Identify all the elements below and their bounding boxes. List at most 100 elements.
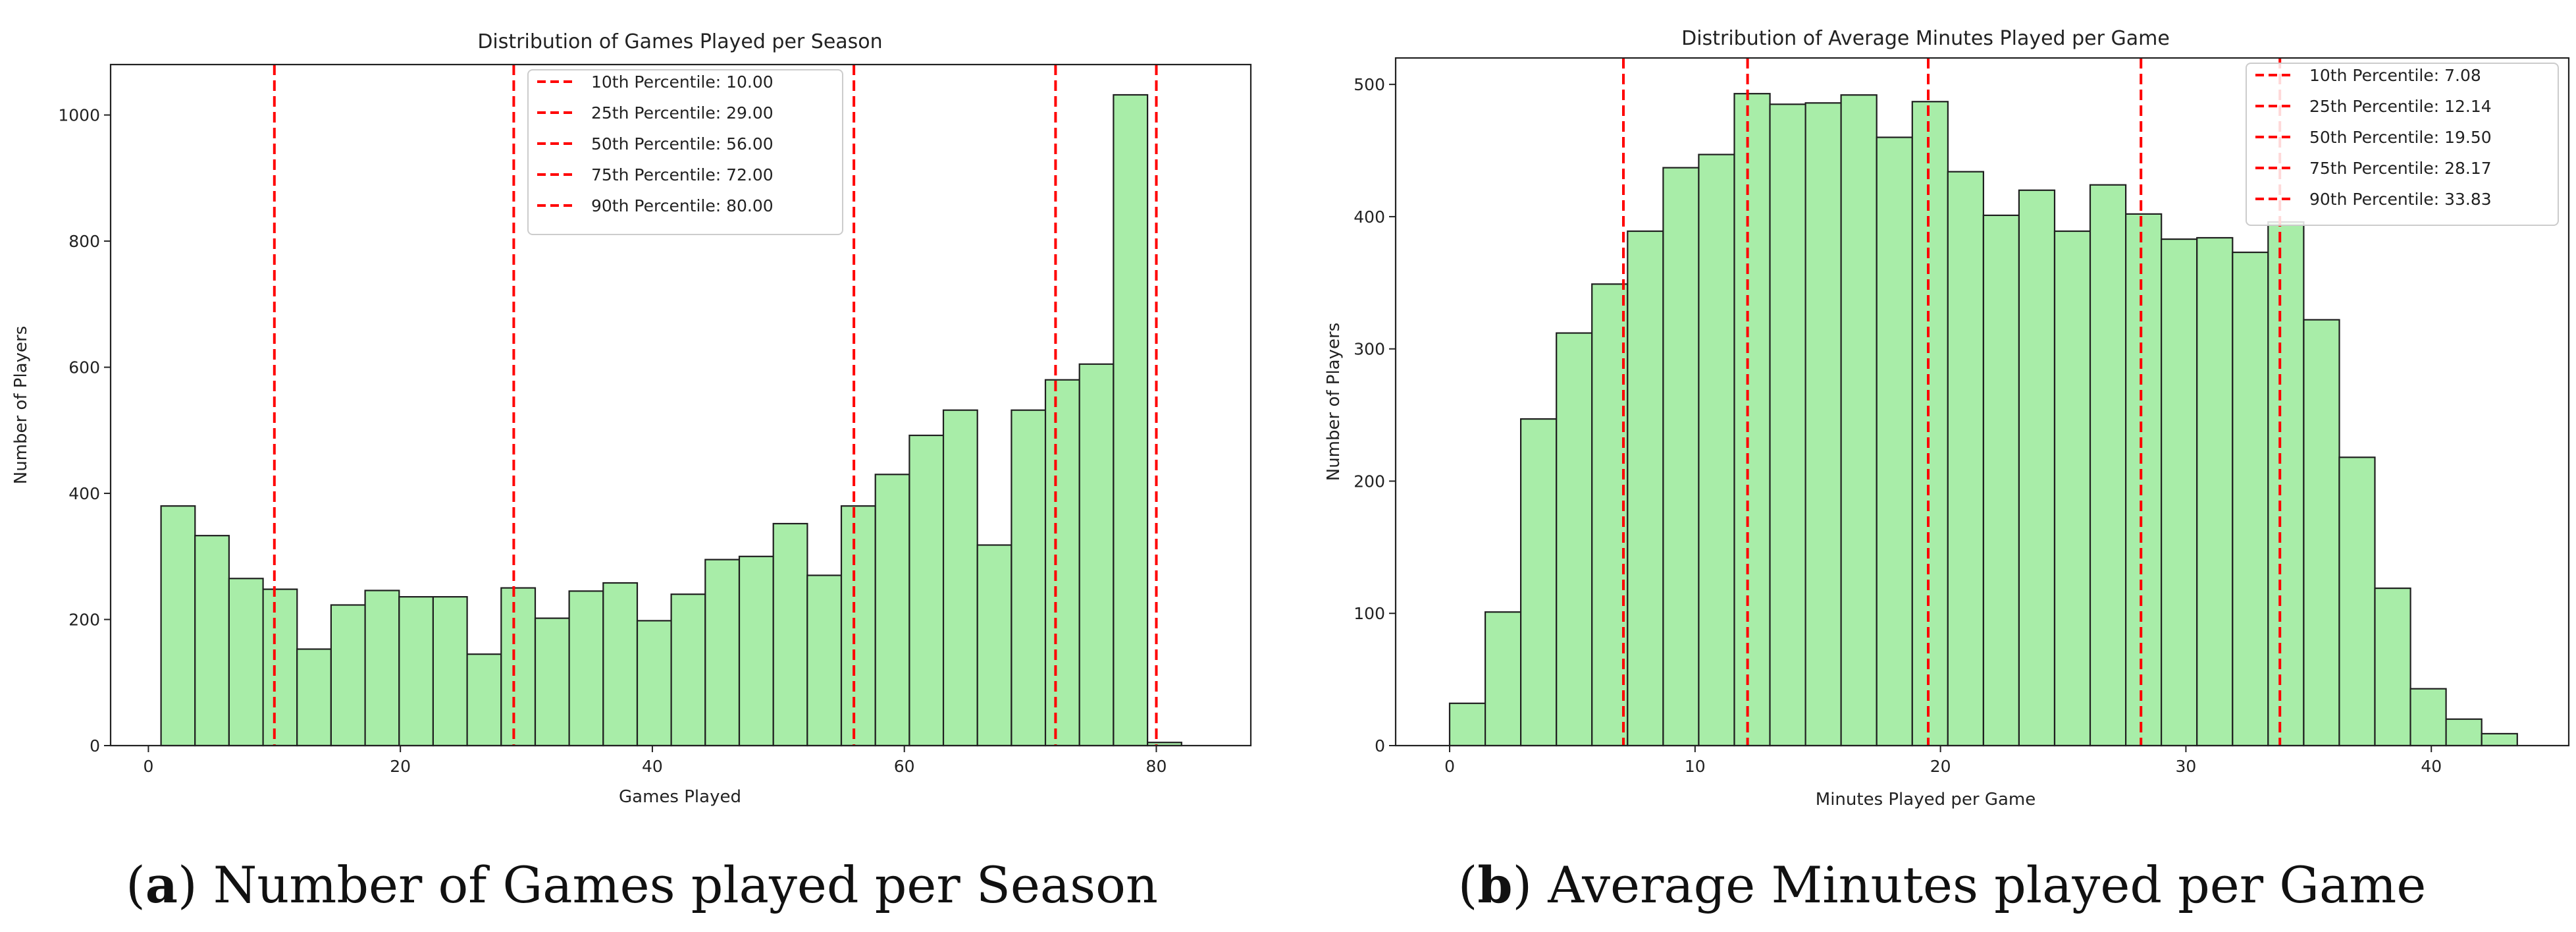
panel-b-bar <box>1911 101 1949 747</box>
panel-b-y-tick-label: 0 <box>1375 736 1385 755</box>
panel-a-x-tick-label: 40 <box>642 757 663 776</box>
panel-a-y-tick-label: 400 <box>68 484 100 503</box>
panel-a-y-tick-label: 1000 <box>58 106 100 125</box>
panel-a-bar <box>228 578 264 747</box>
panel-b-bar <box>2161 238 2198 747</box>
panel-b-y-tick-label: 500 <box>1354 75 1385 94</box>
panel-b-y-tick-label: 300 <box>1354 340 1385 359</box>
panel-a-legend-label: 25th Percentile: 29.00 <box>591 103 774 123</box>
panel-b-bar <box>1627 230 1664 747</box>
panel-a-y-tick-label: 800 <box>68 232 100 251</box>
panel-a-bar <box>160 505 196 747</box>
panel-a-bars <box>160 94 1182 747</box>
panel-b-bar <box>2374 587 2411 747</box>
panel-a-y-tick-label: 600 <box>68 358 100 377</box>
panel-a-axes-frame <box>109 63 1252 747</box>
panel-a-x-tick-label: 80 <box>1146 757 1167 776</box>
panel-b-y-tick-label: 400 <box>1354 207 1385 227</box>
panel-a-legend-label: 10th Percentile: 10.00 <box>591 72 774 92</box>
panel-b-legend-label: 50th Percentile: 19.50 <box>2309 128 2492 147</box>
panel-b-legend-label: 25th Percentile: 12.14 <box>2309 97 2492 116</box>
panel-a-x-ticks: 0 20 40 60 80 <box>143 746 1167 776</box>
panel-b-bar <box>2267 221 2305 747</box>
panel-a-bar <box>398 595 434 747</box>
panel-a-bar <box>942 409 978 747</box>
panel-b-legend-label: 10th Percentile: 7.08 <box>2309 66 2481 85</box>
panel-a-bar <box>772 522 808 747</box>
panel-b-bar <box>2303 319 2340 747</box>
panel-a-bar <box>1011 409 1047 747</box>
panel-b-bar <box>2196 236 2234 747</box>
panel-b-bar <box>2089 184 2127 747</box>
caption-b-letter: b <box>1477 856 1512 914</box>
panel-b-bar <box>1485 611 1522 747</box>
panel-a-y-tick-label: 0 <box>90 736 100 755</box>
panel-b-bar <box>2445 718 2483 747</box>
panel-b-bar <box>1698 153 1735 747</box>
panel-b-bars <box>1448 93 2518 747</box>
caption-a-letter: a <box>145 856 178 914</box>
panel-a-bar <box>466 653 502 747</box>
panel-a-bar <box>806 574 843 747</box>
panel-a-bar <box>1113 94 1149 747</box>
panel-b-bar <box>1591 283 1629 747</box>
panel-a-bar <box>908 434 945 747</box>
panel-a-bar <box>840 505 876 747</box>
panel-b-axes-frame <box>1394 57 2570 747</box>
panel-a-bar <box>738 555 774 747</box>
panel-a-bar <box>636 620 672 747</box>
panel-b-bar <box>1556 332 1593 747</box>
panel-b-bar <box>1520 418 1558 747</box>
panel-a-bar <box>194 535 230 747</box>
panel-a-bar <box>976 544 1012 747</box>
caption-b: (b) Average Minutes played per Game <box>1458 856 2427 914</box>
caption-a: (a) Number of Games played per Season <box>126 856 1158 914</box>
panel-b-bar <box>2053 230 2091 747</box>
panel-b-x-tick-label: 20 <box>1930 757 1951 776</box>
panel-b-legend-label: 90th Percentile: 33.83 <box>2309 190 2492 209</box>
panel-b-bar <box>2481 732 2518 747</box>
panel-a-legend-label: 50th Percentile: 56.00 <box>591 134 774 153</box>
caption-b-text: Average Minutes played per Game <box>1547 856 2426 914</box>
panel-a-x-label: Games Played <box>619 787 741 807</box>
panel-a-x-tick-label: 60 <box>894 757 915 776</box>
panel-a-y-label: Number of Players <box>11 326 31 485</box>
panel-a-bar <box>568 590 604 747</box>
panel-a-title: Distribution of Games Played per Season <box>477 30 882 53</box>
panel-b-y-label: Number of Players <box>1324 323 1344 481</box>
panel-b-legend-box <box>2246 63 2559 226</box>
panel-b-bar <box>1947 171 1985 747</box>
panel-a-legend-label: 75th Percentile: 72.00 <box>591 165 774 184</box>
panel-b-bar <box>1840 94 1878 747</box>
panel-a-bar <box>602 582 639 747</box>
caption-a-text: Number of Games played per Season <box>213 856 1158 914</box>
panel-b-bar <box>1804 102 1842 747</box>
panel-b-x-tick-label: 10 <box>1685 757 1706 776</box>
panel-b-y-tick-label: 100 <box>1354 604 1385 623</box>
panel-a-bar <box>670 593 706 747</box>
panel-a: Distribution of Games Played per Season … <box>11 30 1252 807</box>
panel-a-legend-box <box>527 69 843 235</box>
panel-b-bar <box>1662 167 1700 747</box>
panel-a-bar <box>500 587 537 747</box>
panel-a-bar <box>874 474 910 747</box>
panel-b-legend-label: 75th Percentile: 28.17 <box>2309 159 2492 178</box>
panel-a-bar <box>296 648 332 747</box>
panel-a-bar <box>330 604 366 747</box>
panel-b-x-ticks: 0 10 20 30 40 <box>1444 746 2442 776</box>
panel-b-bar <box>1982 214 2020 747</box>
panel-b-bar <box>1876 136 1913 747</box>
panel-b-bar <box>2018 189 2056 747</box>
panel-a-bar <box>1044 379 1080 747</box>
panel-b-bar <box>1733 93 1771 747</box>
panel-a-y-ticks: 0 200 400 600 800 1000 <box>58 106 111 755</box>
panel-a-bar <box>704 559 741 747</box>
panel-a-x-tick-label: 20 <box>390 757 411 776</box>
panel-a-bar <box>364 589 400 747</box>
panel-a-legend-label: 90th Percentile: 80.00 <box>591 196 774 215</box>
panel-b-x-tick-label: 0 <box>1444 757 1455 776</box>
panel-b-y-tick-label: 200 <box>1354 472 1385 491</box>
panel-b-bar <box>1769 103 1806 747</box>
panel-a-y-tick-label: 200 <box>68 611 100 630</box>
